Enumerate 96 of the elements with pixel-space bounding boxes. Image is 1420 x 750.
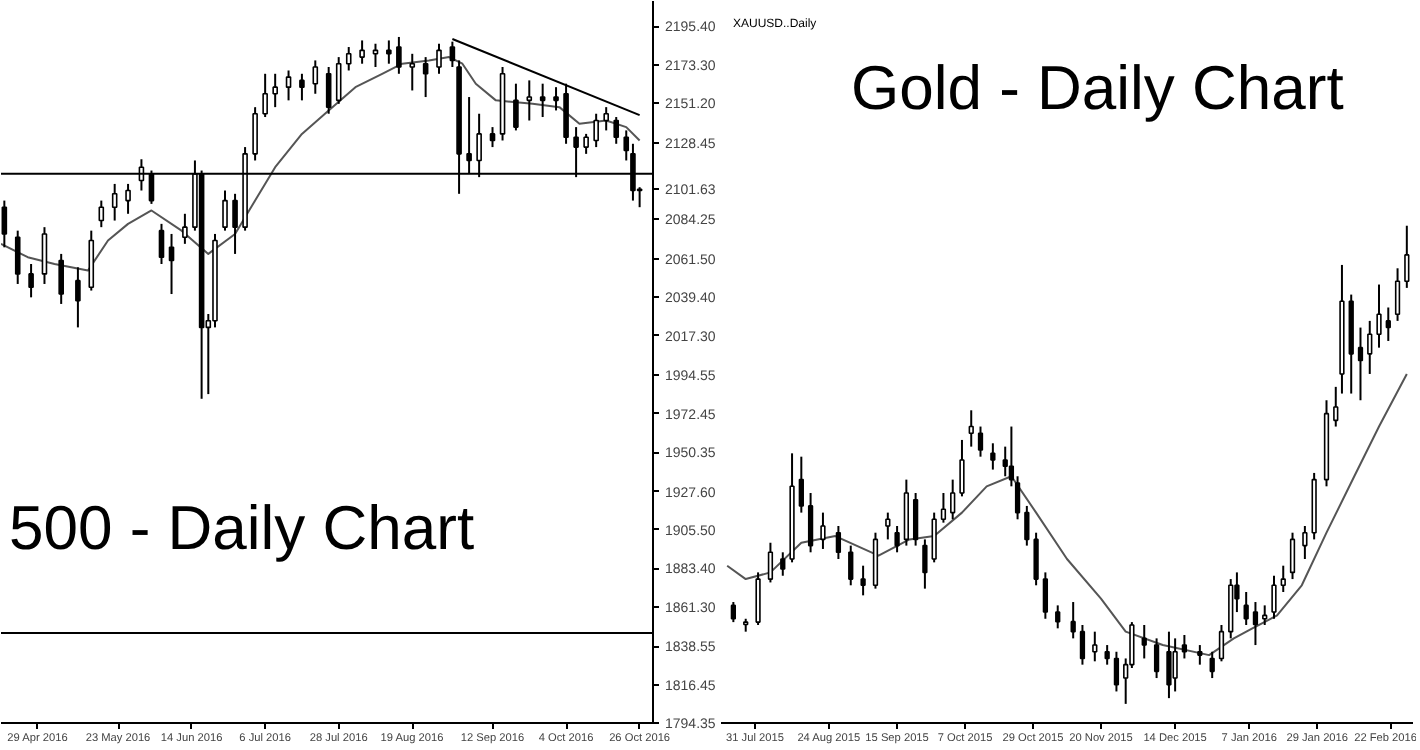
candlestick: [1042, 571, 1049, 620]
candlestick: [1280, 564, 1286, 593]
candlestick: [603, 106, 609, 132]
candlestick: [1092, 630, 1098, 663]
candlestick: [335, 56, 342, 105]
candlestick: [222, 189, 228, 232]
candlestick: [125, 182, 131, 215]
candlestick: [583, 132, 589, 155]
candlestick: [1172, 637, 1178, 693]
text: 500 - Daily Chart: [9, 493, 475, 563]
candlestick: [513, 82, 519, 132]
candlestick: [553, 86, 559, 112]
candlestick: [1209, 650, 1215, 680]
candlestick: [1166, 630, 1172, 700]
candlestick: [1181, 634, 1188, 660]
candlestick: [111, 182, 118, 222]
candlestick: [14, 229, 21, 285]
candlestick: [767, 541, 774, 584]
candlestick: [359, 39, 365, 65]
candlestick: [252, 106, 258, 162]
candlestick: [409, 52, 416, 92]
candlestick: [730, 601, 737, 624]
candlestick: [1141, 623, 1147, 660]
candlestick: [1079, 623, 1086, 666]
candlestick: [41, 226, 48, 285]
candlestick: [977, 425, 984, 458]
candlestick: [539, 82, 546, 119]
candlestick: [1033, 531, 1039, 587]
candlestick: [894, 525, 900, 554]
candlestick: [1357, 326, 1364, 402]
candlestick: [58, 252, 64, 305]
candlestick: [526, 79, 533, 122]
candlestick: [613, 116, 620, 145]
candlestick: [959, 438, 965, 498]
candlestick: [396, 35, 402, 75]
candlestick: [88, 229, 95, 292]
candlestick: [98, 199, 105, 229]
candlestick: [436, 42, 442, 75]
candlestick: [1218, 623, 1225, 663]
candlestick: [75, 266, 81, 329]
candlestick: [950, 478, 956, 521]
candlestick: [1376, 283, 1382, 349]
candlestick: [262, 72, 268, 119]
candlestick: [1243, 590, 1249, 626]
candlestick: [28, 262, 34, 299]
candlestick: [780, 551, 786, 577]
candlestick: [345, 46, 352, 72]
candlestick: [798, 455, 804, 514]
candlestick: [1252, 601, 1259, 647]
candlestick: [158, 222, 165, 265]
candlestick: [885, 511, 891, 541]
candlestick: [1367, 319, 1373, 375]
candlestick: [860, 564, 866, 597]
candlestick: [912, 492, 919, 547]
candlestick: [1024, 504, 1030, 547]
candlestick: [931, 511, 937, 564]
candlestick: [872, 531, 879, 590]
candlestick: [1289, 531, 1296, 581]
candlestick: [1104, 644, 1110, 666]
candlestick: [1262, 604, 1268, 626]
candlestick: [755, 571, 761, 626]
candlestick: [489, 126, 496, 149]
candlestick: [990, 442, 996, 471]
candlestick: [1153, 637, 1160, 680]
candlestick: [1228, 578, 1234, 640]
candlestick: [1333, 385, 1339, 428]
candlestick: [386, 39, 392, 65]
candlestick: [807, 492, 814, 554]
candlestick: [1302, 525, 1308, 560]
candlestick: [1113, 650, 1120, 693]
candlestick: [272, 72, 278, 109]
candlestick: [968, 409, 974, 448]
candlestick: [312, 59, 319, 95]
candlestick: [1385, 306, 1391, 342]
candlestick: [903, 478, 910, 547]
candlestick: [299, 72, 305, 102]
candlestick: [1394, 267, 1401, 322]
candlestick: [1197, 644, 1203, 666]
candlestick: [1271, 574, 1277, 620]
candlestick: [1070, 601, 1076, 640]
candlestick: [232, 192, 238, 255]
candlestick: [922, 538, 928, 590]
candlestick: [182, 212, 188, 245]
candlestick: [1055, 604, 1061, 630]
candlestick: [422, 56, 429, 99]
candlestick: [285, 69, 292, 102]
chart-title: Gold - Daily Chart: [851, 53, 1345, 123]
candlestick: [848, 544, 854, 587]
candlestick: [1, 199, 8, 249]
candlestick: [372, 42, 379, 69]
candlestick: [820, 511, 826, 550]
candlestick: [835, 525, 842, 560]
candlestick: [940, 492, 947, 524]
candlestick: [325, 66, 332, 115]
candlestick: [1404, 224, 1410, 289]
candlestick: [593, 112, 599, 149]
